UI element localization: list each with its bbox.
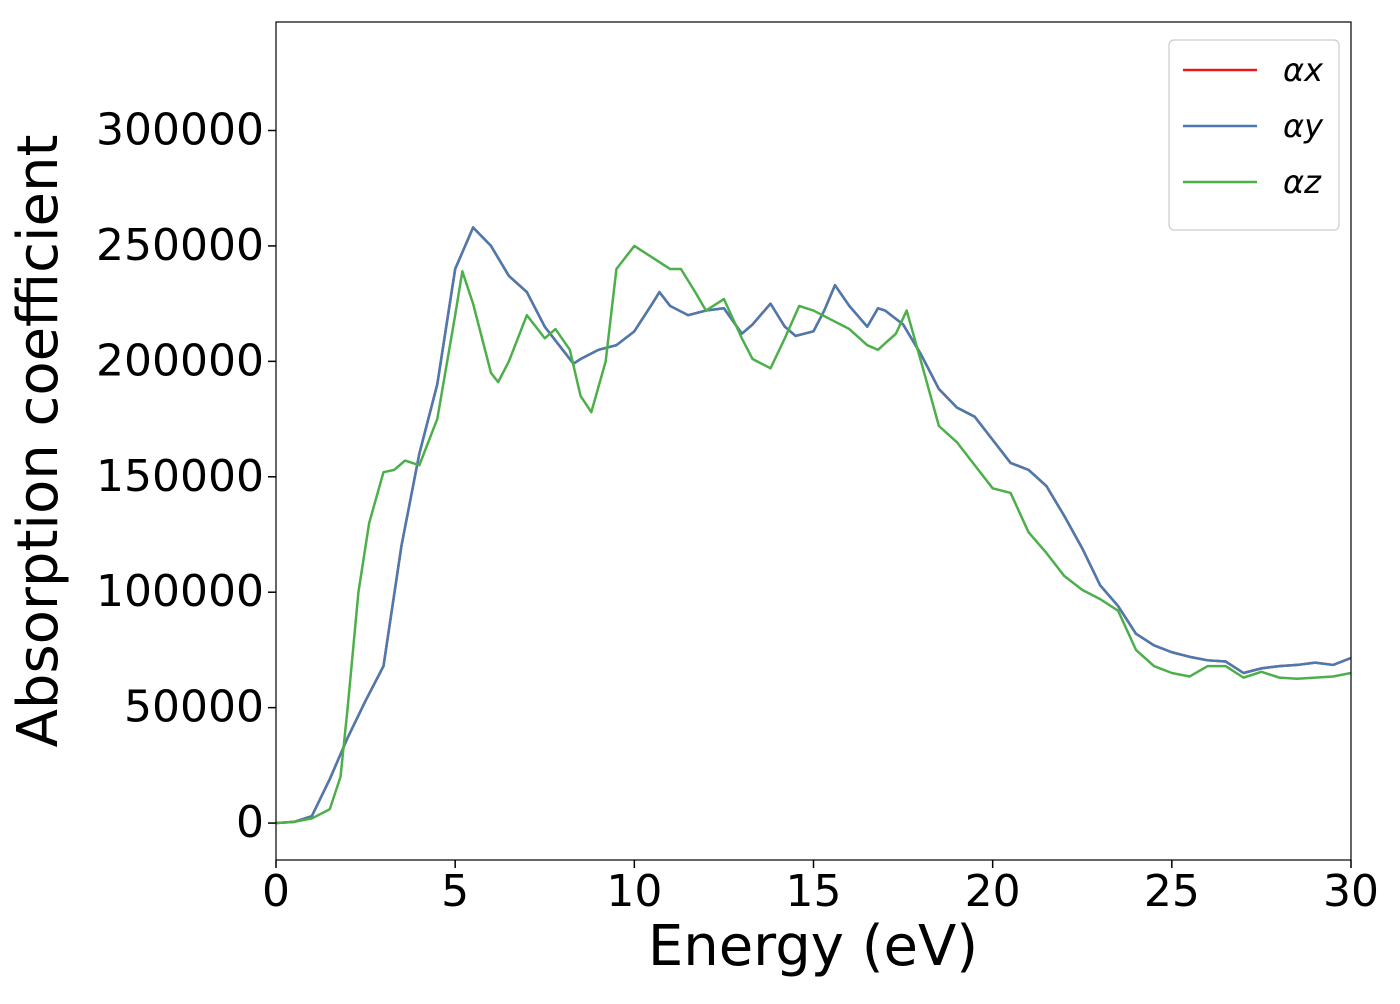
y-tick-label: 100000 <box>96 566 264 617</box>
line-series <box>275 226 1352 825</box>
x-tick-label: 25 <box>1144 866 1200 917</box>
x-tick-label: 15 <box>786 866 842 917</box>
y-tick-label: 150000 <box>96 451 264 502</box>
y-tick-label: 300000 <box>96 105 264 156</box>
line-series <box>275 226 1352 825</box>
x-tick-label: 0 <box>262 866 290 917</box>
x-tick-label: 5 <box>441 866 469 917</box>
x-axis-label: Energy (eV) <box>648 914 978 979</box>
legend-label: αz <box>1283 163 1322 201</box>
y-axis-label: Absorption coefficient <box>6 135 71 748</box>
legend-label: αx <box>1283 51 1324 89</box>
plot-frame <box>275 21 1352 861</box>
x-tick-label: 20 <box>965 866 1021 917</box>
x-tick-label: 30 <box>1323 866 1379 917</box>
y-tick-label: 250000 <box>96 220 264 271</box>
line-series <box>275 244 1352 825</box>
y-tick-label: 0 <box>236 797 264 848</box>
y-tick-label: 50000 <box>124 682 264 733</box>
legend-label: αy <box>1283 107 1324 145</box>
y-tick-label: 200000 <box>96 335 264 386</box>
x-tick-label: 10 <box>606 866 662 917</box>
